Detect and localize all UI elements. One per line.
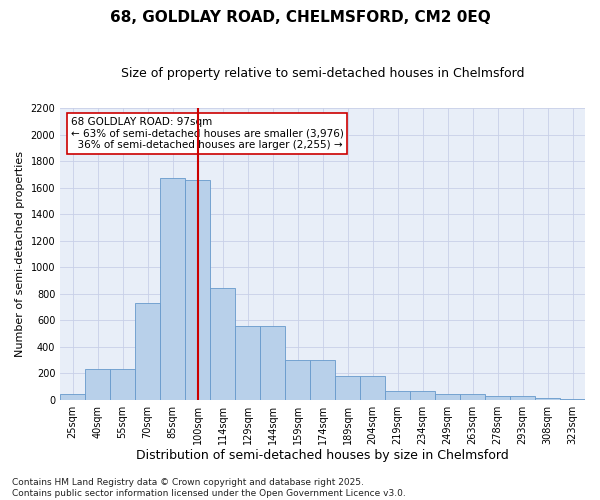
Bar bbox=[360, 376, 385, 400]
Bar bbox=[310, 360, 335, 400]
Bar bbox=[235, 326, 260, 400]
Text: Contains HM Land Registry data © Crown copyright and database right 2025.
Contai: Contains HM Land Registry data © Crown c… bbox=[12, 478, 406, 498]
Bar bbox=[435, 394, 460, 400]
Bar bbox=[535, 398, 560, 400]
Bar bbox=[510, 396, 535, 400]
Bar bbox=[460, 394, 485, 400]
Bar bbox=[135, 303, 160, 400]
Bar bbox=[485, 396, 510, 400]
Bar bbox=[160, 178, 185, 400]
X-axis label: Distribution of semi-detached houses by size in Chelmsford: Distribution of semi-detached houses by … bbox=[136, 450, 509, 462]
Text: 68, GOLDLAY ROAD, CHELMSFORD, CM2 0EQ: 68, GOLDLAY ROAD, CHELMSFORD, CM2 0EQ bbox=[110, 10, 490, 25]
Bar bbox=[185, 180, 210, 400]
Title: Size of property relative to semi-detached houses in Chelmsford: Size of property relative to semi-detach… bbox=[121, 68, 524, 80]
Y-axis label: Number of semi-detached properties: Number of semi-detached properties bbox=[15, 151, 25, 357]
Bar bbox=[560, 399, 585, 400]
Bar bbox=[410, 391, 435, 400]
Text: 68 GOLDLAY ROAD: 97sqm
← 63% of semi-detached houses are smaller (3,976)
  36% o: 68 GOLDLAY ROAD: 97sqm ← 63% of semi-det… bbox=[71, 117, 344, 150]
Bar bbox=[110, 369, 135, 400]
Bar bbox=[210, 288, 235, 400]
Bar bbox=[260, 326, 285, 400]
Bar bbox=[285, 360, 310, 400]
Bar bbox=[385, 391, 410, 400]
Bar bbox=[85, 369, 110, 400]
Bar bbox=[60, 394, 85, 400]
Bar bbox=[335, 376, 360, 400]
